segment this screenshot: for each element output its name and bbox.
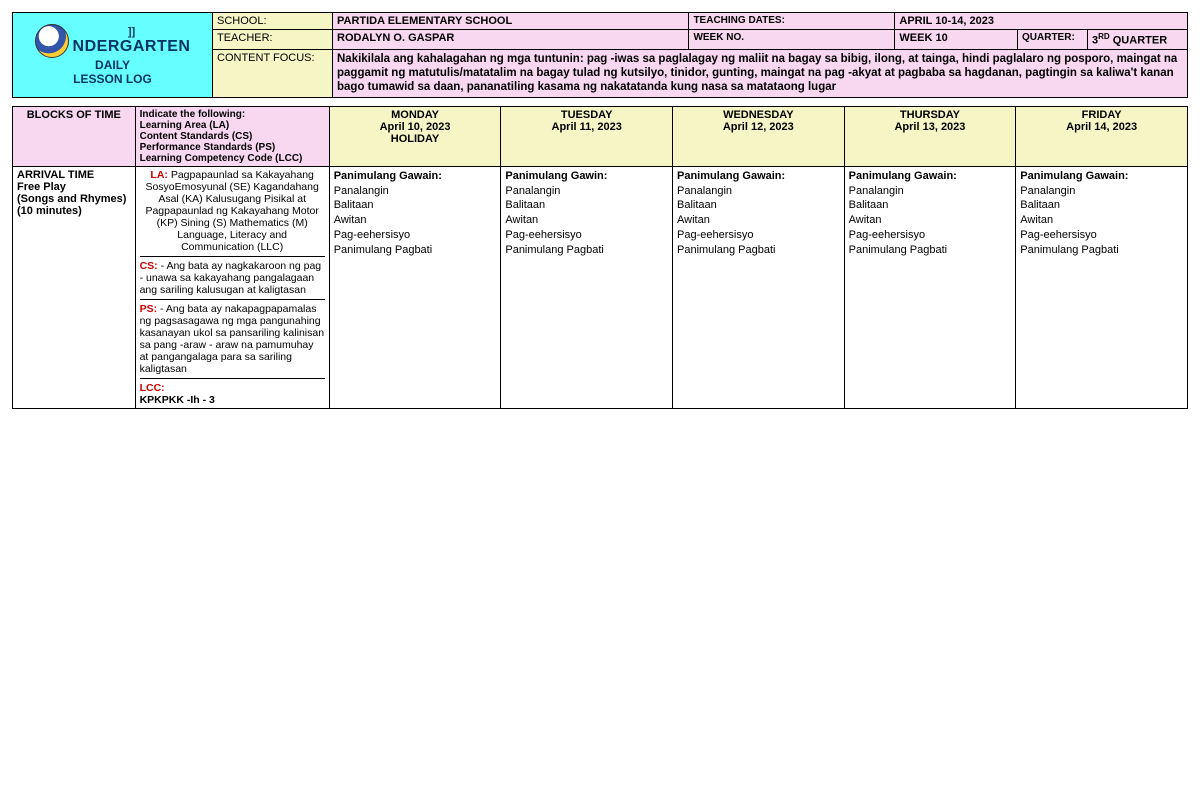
day-name: MONDAY xyxy=(334,109,497,121)
quarter-ordinal: RD xyxy=(1098,32,1110,41)
day-header-mon: MONDAY April 10, 2023 HOLIDAY xyxy=(329,106,501,166)
cell-lines: Panalangin Balitaan Awitan Pag-eehersisy… xyxy=(505,185,603,256)
cell-heading: Panimulang Gawain: xyxy=(334,170,442,182)
day-name: FRIDAY xyxy=(1020,109,1183,121)
quarter-value: 3RD QUARTER xyxy=(1088,30,1188,50)
ps-label: PS: xyxy=(140,303,158,315)
indicate-header: Indicate the following: Learning Area (L… xyxy=(135,106,329,166)
cell-thu: Panimulang Gawain: Panalangin Balitaan A… xyxy=(844,166,1016,408)
deped-logo-icon xyxy=(35,24,69,58)
teaching-dates-value: APRIL 10-14, 2023 xyxy=(895,13,1188,30)
day-date: April 10, 2023 xyxy=(334,121,497,133)
cell-lines: Panalangin Balitaan Awitan Pag-eehersisy… xyxy=(849,185,947,256)
la-label: LA: xyxy=(150,169,168,181)
day-name: TUESDAY xyxy=(505,109,668,121)
week-no-dot: . xyxy=(741,32,744,43)
cell-tue: Panimulang Gawin: Panalangin Balitaan Aw… xyxy=(501,166,673,408)
title-prefix: ]] xyxy=(73,26,191,38)
lcc-label: LCC: xyxy=(140,382,165,394)
teacher-label: TEACHER: xyxy=(213,30,333,50)
cell-heading: Panimulang Gawain: xyxy=(849,170,957,182)
day-date: April 12, 2023 xyxy=(677,121,840,133)
day-header-wed: WEDNESDAY April 12, 2023 xyxy=(673,106,845,166)
ps-text: - Ang bata ay nakapagpapamalas ng pagsas… xyxy=(140,303,324,375)
block-sub3: (10 minutes) xyxy=(17,205,131,217)
indicate-item-la: Learning Area (LA) xyxy=(140,120,230,131)
title-daily: DAILY xyxy=(17,58,208,72)
school-label: SCHOOL: xyxy=(213,13,333,30)
teaching-dates-label: TEACHING DATES: xyxy=(689,13,895,30)
day-name: THURSDAY xyxy=(849,109,1012,121)
day-header-tue: TUESDAY April 11, 2023 xyxy=(501,106,673,166)
indicate-item-ps: Performance Standards (PS) xyxy=(140,142,276,153)
lcc-text: KPKPKK -Ih - 3 xyxy=(140,394,215,406)
title-block: ]] NDERGARTEN DAILY LESSON LOG xyxy=(13,13,213,98)
block-sub1: Free Play xyxy=(17,181,131,193)
cell-heading: Panimulang Gawain: xyxy=(1020,170,1128,182)
day-extra: HOLIDAY xyxy=(334,133,497,145)
lesson-log-header: ]] NDERGARTEN DAILY LESSON LOG SCHOOL: P… xyxy=(12,12,1188,98)
week-no-label-text: WEEK NO xyxy=(693,32,741,43)
content-focus-value: Nakikilala ang kahalagahan ng mga tuntun… xyxy=(333,49,1188,97)
cell-heading: Panimulang Gawin: xyxy=(505,170,607,182)
block-arrival-time: ARRIVAL TIME Free Play (Songs and Rhymes… xyxy=(13,166,136,408)
blocks-of-time-header: BLOCKS OF TIME xyxy=(13,106,136,166)
cell-wed: Panimulang Gawain: Panalangin Balitaan A… xyxy=(673,166,845,408)
quarter-word: QUARTER xyxy=(1110,35,1167,47)
la-text: Pagpapaunlad sa Kakayahang SosyoEmosyuna… xyxy=(145,169,318,253)
cell-heading: Panimulang Gawain: xyxy=(677,170,785,182)
cell-lines: Panalangin Balitaan Awitan Pag-eehersisy… xyxy=(677,185,775,256)
schedule-table: BLOCKS OF TIME Indicate the following: L… xyxy=(12,106,1188,409)
day-date: April 11, 2023 xyxy=(505,121,668,133)
block-sub2: (Songs and Rhymes) xyxy=(17,193,131,205)
teacher-value: RODALYN O. GASPAR xyxy=(333,30,689,50)
title-main: NDERGARTEN xyxy=(73,38,191,56)
quarter-label: QUARTER: xyxy=(1018,30,1088,50)
school-value: PARTIDA ELEMENTARY SCHOOL xyxy=(333,13,689,30)
cell-fri: Panimulang Gawain: Panalangin Balitaan A… xyxy=(1016,166,1188,408)
cell-mon: Panimulang Gawain: Panalangin Balitaan A… xyxy=(329,166,501,408)
day-date: April 13, 2023 xyxy=(849,121,1012,133)
indicate-title: Indicate the following: xyxy=(140,109,246,120)
week-no-label: WEEK NO. xyxy=(689,30,895,50)
title-lesson-log: LESSON LOG xyxy=(17,72,208,86)
day-name: WEDNESDAY xyxy=(677,109,840,121)
week-no-value: WEEK 10 xyxy=(895,30,1018,50)
indicate-item-cs: Content Standards (CS) xyxy=(140,131,253,142)
table-row: ARRIVAL TIME Free Play (Songs and Rhymes… xyxy=(13,166,1188,408)
cs-text: - Ang bata ay nagkakaroon ng pag - unawa… xyxy=(140,260,322,296)
block-title: ARRIVAL TIME xyxy=(17,169,131,181)
day-header-fri: FRIDAY April 14, 2023 xyxy=(1016,106,1188,166)
cs-label: CS: xyxy=(140,260,158,272)
day-header-thu: THURSDAY April 13, 2023 xyxy=(844,106,1016,166)
content-focus-label: CONTENT FOCUS: xyxy=(213,49,333,97)
standards-cell: LA: Pagpapaunlad sa Kakayahang SosyoEmos… xyxy=(135,166,329,408)
indicate-item-lcc: Learning Competency Code (LCC) xyxy=(140,153,303,164)
day-date: April 14, 2023 xyxy=(1020,121,1183,133)
cell-lines: Panalangin Balitaan Awitan Pag-eehersisy… xyxy=(334,185,432,256)
cell-lines: Panalangin Balitaan Awitan Pag-eehersisy… xyxy=(1020,185,1118,256)
